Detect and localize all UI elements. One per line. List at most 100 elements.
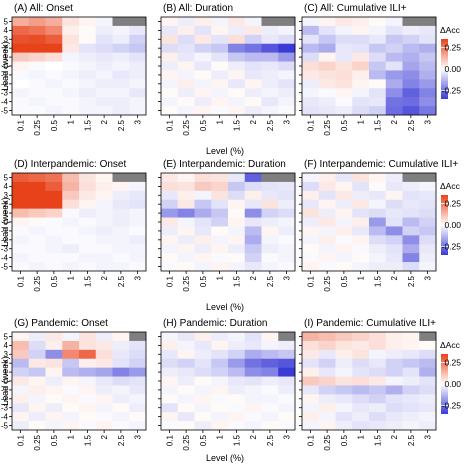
- heatmap-cell: [318, 332, 336, 342]
- heatmap-cell: [261, 367, 279, 377]
- heatmap-cell: [335, 403, 353, 413]
- heatmap-cell: [318, 367, 336, 377]
- heatmap-cell: [112, 199, 130, 209]
- heatmap-cell: [12, 70, 30, 80]
- heatmap-cell: [318, 25, 336, 36]
- heatmap-cell: [28, 97, 46, 107]
- heatmap-cell: [352, 17, 370, 27]
- heatmap-cell: [177, 106, 195, 116]
- heatmap-cell: [278, 61, 296, 71]
- heatmap-cell: [352, 79, 370, 89]
- heatmap-cell: [211, 70, 229, 80]
- heatmap-cell: [161, 367, 179, 377]
- heatmap-cell: [129, 262, 147, 272]
- heatmap-cell: [228, 88, 246, 98]
- x-tick-label: 2: [390, 119, 399, 124]
- heatmap-cell: [79, 253, 97, 263]
- heatmap-cell: [45, 421, 63, 431]
- heatmap-cell: [194, 332, 212, 342]
- heatmap-cell: [302, 403, 320, 413]
- legend-tick-label: 0.00: [444, 64, 461, 74]
- heatmap-cell: [335, 235, 353, 245]
- heatmap-cell: [45, 403, 63, 413]
- heatmap-cell: [318, 88, 336, 98]
- x-tick-label: 2.5: [266, 119, 275, 131]
- x-tick-label: 0.25: [33, 434, 42, 450]
- heatmap-cell: [45, 88, 63, 98]
- heatmap-cell: [385, 52, 403, 62]
- x-tick-label: 0.5: [50, 434, 59, 446]
- heatmap-cell: [419, 61, 437, 71]
- heatmap-cell: [278, 190, 296, 201]
- heatmap-cell: [211, 52, 229, 62]
- heatmap-cell: [318, 253, 336, 263]
- heatmap-cell: [12, 340, 30, 351]
- heatmap-cell: [12, 97, 30, 107]
- heatmap-cell: [352, 385, 370, 395]
- heatmap-cell: [28, 253, 46, 263]
- heatmap-cell: [402, 217, 420, 227]
- heatmap-cell: [335, 106, 353, 116]
- heatmap-cell: [28, 106, 46, 116]
- heatmap-cell: [129, 173, 147, 183]
- heatmap-cell: [129, 394, 147, 404]
- heatmap-cell: [112, 190, 130, 201]
- heatmap-cell: [79, 208, 97, 218]
- heatmap-cell: [402, 376, 420, 386]
- heatmap-cell: [79, 25, 97, 36]
- heatmap-cell: [302, 208, 320, 218]
- heatmap-cell: [385, 340, 403, 351]
- heatmap-cell: [95, 376, 113, 386]
- heatmap-cell: [419, 253, 437, 263]
- heatmap-cell: [335, 25, 353, 36]
- heatmap-cell: [385, 226, 403, 236]
- heatmap-cell: [95, 412, 113, 422]
- heatmap-cell: [62, 367, 80, 377]
- heatmap-cell: [318, 52, 336, 62]
- heatmap-cell: [211, 421, 229, 431]
- heatmap-cell: [161, 349, 179, 360]
- heatmap-cell: [211, 17, 229, 27]
- heatmap-cell: [385, 106, 403, 116]
- x-tick-label: 0.5: [50, 275, 59, 287]
- heatmap-cell: [385, 79, 403, 89]
- heatmap-cell: [211, 358, 229, 368]
- heatmap-cell: [302, 70, 320, 80]
- heatmap-cell: [28, 235, 46, 245]
- heatmap-cell: [352, 349, 370, 360]
- heatmap-cell: [385, 25, 403, 36]
- heatmap-cell: [419, 17, 437, 27]
- heatmap-cell: [28, 226, 46, 236]
- heatmap-cell: [62, 34, 80, 45]
- heatmap-cell: [352, 97, 370, 107]
- heatmap-cell: [177, 88, 195, 98]
- heatmap-cell: [302, 262, 320, 272]
- x-tick-label: 2.5: [117, 119, 126, 131]
- heatmap-cell: [95, 332, 113, 342]
- heatmap-cell: [79, 43, 97, 53]
- heatmap-cell: [335, 358, 353, 368]
- heatmap-cell: [244, 367, 262, 377]
- heatmap-cell: [278, 199, 296, 209]
- heatmap-cell: [402, 262, 420, 272]
- heatmap-cell: [28, 358, 46, 368]
- heatmap-cell: [244, 262, 262, 272]
- heatmap-cell: [318, 106, 336, 116]
- heatmap-cell: [228, 190, 246, 201]
- heatmap-cell: [12, 358, 30, 368]
- x-tick-label: 0.5: [50, 119, 59, 131]
- heatmap-cell: [194, 190, 212, 201]
- heatmap-cell: [302, 88, 320, 98]
- heatmap-cell: [335, 173, 353, 183]
- heatmap-cell: [62, 403, 80, 413]
- heatmap-cell: [62, 421, 80, 431]
- heatmap-cell: [302, 190, 320, 201]
- heatmap-cell: [95, 385, 113, 395]
- heatmap-cell: [177, 79, 195, 89]
- x-tick-label: 1: [216, 119, 225, 124]
- heatmap-cell: [194, 70, 212, 80]
- heatmap-cell: [402, 25, 420, 36]
- heatmap-cell: [419, 25, 437, 36]
- heatmap-cell: [45, 412, 63, 422]
- heatmap-cell: [177, 421, 195, 431]
